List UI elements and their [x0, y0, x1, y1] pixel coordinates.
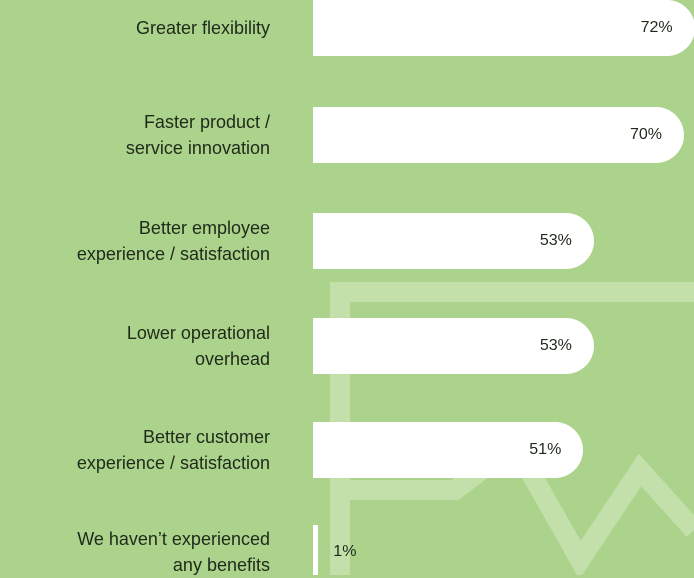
value-label: 53% [539, 232, 572, 249]
bar [313, 0, 694, 56]
bar [313, 318, 594, 374]
category-label: Lower operational overhead [126, 323, 270, 369]
value-label: 1% [333, 543, 357, 560]
deco-frame [330, 282, 694, 575]
bar [313, 525, 319, 575]
category-label: We haven’t experienced any benefits [77, 529, 270, 575]
bar [313, 107, 684, 163]
value-label: 70% [629, 126, 662, 143]
bar [313, 213, 594, 269]
value-label: 72% [640, 19, 673, 36]
category-label: Faster product / service innovation [125, 112, 270, 158]
bar [313, 422, 584, 478]
value-label: 53% [539, 337, 572, 354]
value-label: 51% [529, 441, 562, 458]
category-label: Better customer experience / satisfactio… [76, 427, 270, 473]
category-label: Greater flexibility [135, 18, 270, 38]
category-label: Better employee experience / satisfactio… [76, 218, 270, 264]
deco-line [345, 430, 694, 575]
